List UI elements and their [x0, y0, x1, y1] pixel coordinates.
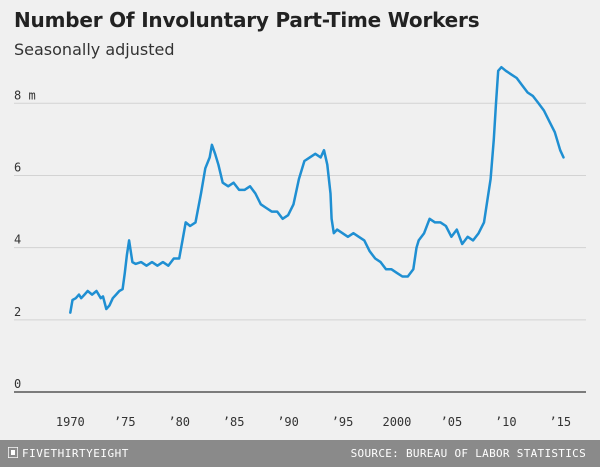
- chart-subtitle: Seasonally adjusted: [14, 40, 175, 59]
- x-tick-label: 2000: [382, 415, 411, 429]
- x-tick-label: ’10: [495, 415, 517, 429]
- chart-title: Number Of Involuntary Part-Time Workers: [14, 8, 480, 32]
- brand-label: FIVETHIRTYEIGHT: [22, 447, 129, 460]
- y-tick-label: 4: [14, 233, 21, 247]
- x-tick-label: ’15: [549, 415, 571, 429]
- x-tick-label: ’95: [332, 415, 354, 429]
- grid-lines: [14, 102, 586, 393]
- x-tick-label: 1970: [56, 415, 85, 429]
- source-label: SOURCE: BUREAU OF LABOR STATISTICS: [350, 447, 586, 460]
- x-tick-label: ’05: [441, 415, 463, 429]
- series-line: [69, 65, 565, 314]
- fivethirtyeight-logo-icon: [8, 447, 18, 458]
- footer-bar: FIVETHIRTYEIGHT SOURCE: BUREAU OF LABOR …: [0, 440, 600, 467]
- line-chart: 0 2 4 6 8 m 1970 ’75 ’80 ’85 ’90 ’95 2000 ’05 ’10 ’15: [14, 65, 586, 429]
- y-tick-labels: 0 2 4 6 8 m: [14, 88, 36, 391]
- x-tick-labels: 1970 ’75 ’80 ’85 ’90 ’95 2000 ’05 ’10 ’15: [56, 415, 571, 429]
- y-tick-label: 6: [14, 160, 21, 174]
- x-tick-label: ’80: [168, 415, 190, 429]
- x-tick-label: ’75: [114, 415, 136, 429]
- x-tick-label: ’90: [277, 415, 299, 429]
- y-tick-label: 2: [14, 305, 21, 319]
- y-tick-label: 0: [14, 377, 21, 391]
- series-lines: [69, 65, 565, 314]
- x-tick-label: ’85: [223, 415, 245, 429]
- y-tick-label: 8 m: [14, 88, 36, 102]
